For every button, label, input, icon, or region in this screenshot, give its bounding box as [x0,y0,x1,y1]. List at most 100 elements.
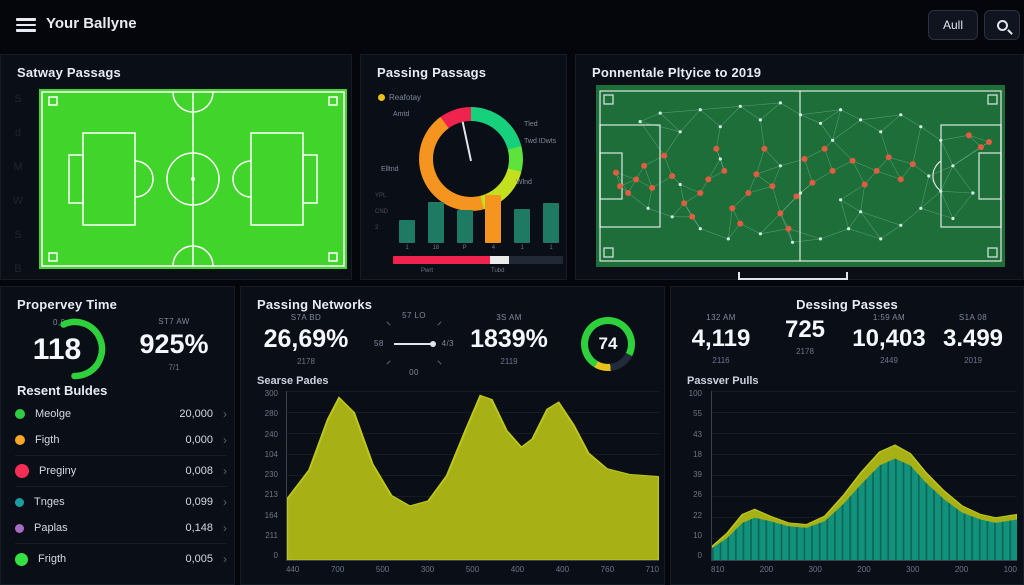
stat-block: ST7 AW 925% 7/1 [119,317,229,372]
panel-title: Propervey Time [17,297,118,312]
tick-mark [437,360,442,365]
panel-passing: Passing Passags Reafotay Amtd Tled Twd I… [360,54,567,280]
ring-gauge: 74 [581,317,635,371]
list-item[interactable]: Paplas 0,148 › [15,515,227,541]
stat-label: S7A BD [290,313,322,322]
search-icon [996,19,1008,31]
chevron-right-icon: › [223,495,227,509]
stat-label: ST7 AW [158,317,190,326]
menu-icon[interactable] [16,18,36,32]
list-item[interactable]: Figth 0,000 › [15,427,227,453]
gauge-value: 118 [32,333,82,366]
tick-label: 810 [711,565,725,574]
stat-label: 132 AM [706,313,736,322]
search-button[interactable] [984,10,1020,40]
list-item-value: 0,000 [185,434,213,446]
arc-gauge [44,318,106,380]
stat-value: 4,119 [691,325,751,352]
list-item-value: 0,099 [185,496,213,508]
panel-ponnentale: Ponnentale Pltyice to 2019 [575,54,1024,280]
tick-label: 1 [549,245,553,251]
list-item[interactable]: Frigth 0,005 › [15,546,227,572]
tick-label: 43 [693,429,702,439]
tick-label: 300 [420,565,435,574]
list-item[interactable]: Meolge 20,000 › [15,401,227,427]
tick-label: 710 [645,565,659,574]
rail-icon: d [14,127,22,139]
panel-title: Satway Passags [17,65,121,80]
list-item-label: Meolge [35,408,72,420]
chevron-right-icon: › [223,433,227,447]
bar-chart [399,193,559,243]
chevron-right-icon: › [223,407,227,421]
donut-label: Wlnd [516,179,532,186]
panel-title: Ponnentale Pltyice to 2019 [592,65,762,80]
list-item-value: 0,148 [185,522,213,534]
status-dot-icon [15,409,25,419]
stat-sub: 2019 [964,356,982,365]
stat-sub: 7/1 [168,363,180,372]
legend-label: Reafotay [389,93,422,102]
tick-label: 18 [432,245,440,251]
resent-list: Meolge 20,000 › Figth 0,000 › Preginy 0,008 › Tng… [15,401,227,572]
bar [399,220,415,243]
chart-title: Searse Pades [257,375,329,387]
bar [485,195,502,243]
tick-label: 10 [693,530,702,540]
tick-label: 213 [264,490,278,500]
stat-value: 10,403 [852,325,926,352]
tick-label: 760 [600,565,615,574]
donut-label: Elltnd [381,166,399,173]
stat-block: S1A 08 3.499 2019 [931,313,1015,365]
tick-label: 100 [1003,565,1017,574]
tick-label: 0 [697,551,702,560]
tick-label: 1 [520,245,524,251]
tick-label: 700 [330,565,345,574]
soccer-field-diagram [39,89,347,269]
tick-label: 55 [693,409,702,419]
bar-axis: 1 18 P 4 1 1 [399,245,559,251]
mini-gauge: 57 LO 58 4/3 00 [374,311,454,377]
panel-properly: Propervey Time 0,0 118 ST7 AW 925% 7/1 R… [0,286,235,585]
area-chart [286,391,659,561]
pass-network-field [596,85,1005,267]
status-dot-icon [15,435,25,445]
progress-label: Pwrt [421,268,433,274]
tick-label: 26 [693,490,702,500]
aull-button[interactable]: Aull [928,10,978,40]
tick-label: 22 [693,510,702,520]
list-item-label: Figth [35,434,60,446]
progress-segment [489,256,509,264]
progress-bar [393,256,563,264]
y-axis: 100 55 43 18 39 26 22 10 0 [671,390,707,560]
list-item-label: Paplas [34,522,68,534]
tick-label: 280 [264,409,278,419]
bar [427,202,444,243]
panel-title: Passing Networks [257,297,373,312]
tick-label: 100 [688,389,702,398]
stat-block: S7A BD 26,69% 2178 [251,313,361,366]
chevron-right-icon: › [223,521,227,535]
stat-sub: 2119 [500,357,518,366]
rail-icon: M [13,161,23,173]
tick-label: 240 [264,429,278,439]
rail-icon: S [14,93,22,105]
bar [514,209,531,243]
stat-sub: 2178 [796,347,814,356]
gauge-label-bottom: 00 [409,368,419,377]
progress-segment [508,256,563,264]
rail-icon: W [12,195,24,207]
status-dot-icon [15,552,28,566]
list-item[interactable]: Tnges 0,099 › [15,489,227,515]
tick-label: 104 [264,449,278,459]
list-item[interactable]: Preginy 0,008 › [15,458,227,484]
tick-label: 300 [906,565,920,574]
donut-label: Tled [524,121,538,128]
list-item-label: Tnges [34,496,65,508]
tick-label: 39 [693,470,702,479]
tick-label: 1 [405,245,409,251]
tick-label: 200 [759,565,774,574]
